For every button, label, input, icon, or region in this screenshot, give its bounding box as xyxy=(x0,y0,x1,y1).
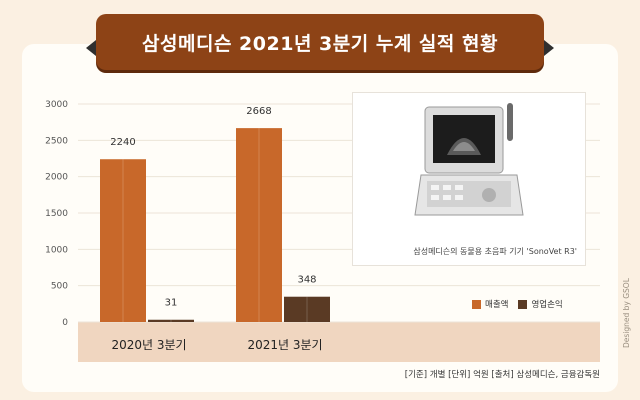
designer-credit: Designed by GSOL xyxy=(622,278,631,348)
legend: 매출액 영업손익 xyxy=(472,298,604,310)
category-label: 2021년 3분기 xyxy=(247,338,322,352)
bar xyxy=(100,159,146,322)
data-label: 2668 xyxy=(246,106,271,117)
data-label: 31 xyxy=(165,298,178,309)
category-label: 2020년 3분기 xyxy=(111,338,186,352)
y-tick-label: 2000 xyxy=(45,173,68,183)
bar xyxy=(284,296,330,322)
bar xyxy=(236,128,282,322)
product-caption: 삼성메디슨의 동물용 초음파 기기 'SonoVet R3' xyxy=(413,247,577,256)
title-banner: 삼성메디슨 2021년 3분기 누계 실적 현황 xyxy=(86,14,554,70)
category-axis-band xyxy=(78,322,600,362)
data-label: 2240 xyxy=(110,137,135,148)
banner-fold-left xyxy=(86,40,96,56)
legend-item-operating-profit: 영업손익 xyxy=(518,298,563,310)
legend-swatch-revenue xyxy=(472,299,481,309)
y-tick-label: 1500 xyxy=(45,209,68,219)
product-photo-card: 삼성메디슨의 동물용 초음파 기기 'SonoVet R3' xyxy=(352,92,586,266)
data-label: 348 xyxy=(297,275,316,286)
banner-fold-right xyxy=(544,40,554,56)
legend-item-revenue: 매출액 xyxy=(472,298,508,310)
chart-title: 삼성메디슨 2021년 3분기 누계 실적 현황 xyxy=(142,32,498,55)
footer-note: [기준] 개별 [단위] 억원 [출처] 삼성메디슨, 금융감독원 xyxy=(404,370,600,380)
y-tick-label: 2500 xyxy=(45,136,68,146)
y-tick-label: 0 xyxy=(62,318,68,328)
bar xyxy=(148,319,194,322)
y-tick-label: 3000 xyxy=(45,100,68,110)
legend-label-operating-profit: 영업손익 xyxy=(531,300,563,310)
ultrasound-device-image xyxy=(414,103,524,216)
legend-label-revenue: 매출액 xyxy=(485,300,509,310)
y-tick-label: 500 xyxy=(51,282,68,292)
y-tick-label: 1000 xyxy=(45,245,68,255)
legend-swatch-operating-profit xyxy=(518,299,528,309)
